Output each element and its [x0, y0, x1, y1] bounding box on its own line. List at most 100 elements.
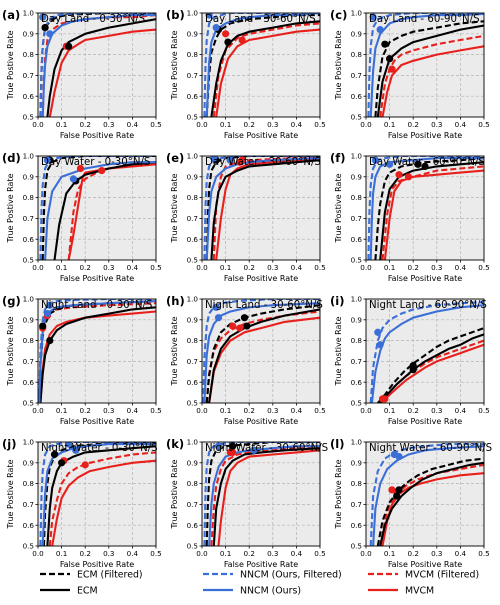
- y-tick-label: 1.0: [187, 152, 199, 161]
- plot-frame: [201, 298, 321, 404]
- x-axis-label: False Positive Rate: [388, 274, 462, 283]
- roc-curve-ecm: [212, 447, 320, 546]
- operating-point-mvcm: [76, 164, 85, 173]
- roc-curve-mvcm: [215, 159, 320, 260]
- roc-panel-l: 0.0 0.1 0.2 0.3 0.4 0.5 0.5 0.6 0.7 0.8 0.9 1.0 Fals…: [330, 437, 492, 569]
- y-tick-label: 0.6: [187, 92, 199, 101]
- y-tick-label: 0.7: [351, 500, 362, 509]
- y-tick-label: 0.9: [351, 172, 363, 181]
- y-tick-label: 0.5: [187, 399, 198, 408]
- y-tick-label: 1.0: [351, 438, 363, 447]
- roc-curve-ecm-filtered: [205, 156, 320, 260]
- roc-panel-b: 0.0 0.1 0.2 0.3 0.4 0.5 0.5 0.6 0.7 0.8 0.9 1.0 Fals…: [166, 8, 326, 140]
- operating-point-nncm-ours-filtered: [39, 13, 47, 21]
- roc-curve-ecm: [210, 20, 320, 117]
- x-tick-label: 0.3: [267, 263, 278, 272]
- y-tick-label: 0.6: [187, 235, 199, 244]
- operating-point-mvcm-filtered: [222, 30, 230, 38]
- y-axis-label: True Postive Rate: [170, 316, 179, 386]
- x-tick-label: 0.4: [455, 120, 467, 129]
- x-tick-label: 0.2: [243, 549, 254, 558]
- x-axis-label: False Positive Rate: [60, 417, 134, 426]
- y-tick-label: 0.8: [23, 336, 35, 345]
- x-tick-label: 0.3: [431, 120, 442, 129]
- operating-point-nncm-ours-filtered: [371, 156, 380, 164]
- operating-point-mvcm-filtered: [378, 395, 387, 403]
- operating-point-ecm: [386, 55, 394, 63]
- panel-tag: (h): [166, 294, 185, 308]
- operating-point-nncm-ours-filtered: [390, 450, 398, 459]
- y-tick-label: 0.6: [351, 521, 363, 530]
- x-axis-label: False Positive Rate: [224, 274, 298, 283]
- series-group: [203, 156, 320, 260]
- operating-point-ecm: [46, 337, 54, 345]
- roc-curve-nncm-ours: [41, 14, 156, 117]
- x-tick-label: 0.1: [220, 120, 231, 129]
- x-tick-label: 0.1: [220, 406, 231, 415]
- x-tick-label: 0.2: [243, 263, 254, 272]
- legend-label-mvcm: MVCM: [405, 585, 434, 596]
- operating-point-ecm: [393, 492, 401, 500]
- y-tick-label: 0.6: [23, 521, 35, 530]
- y-tick-label: 0.9: [187, 172, 199, 181]
- y-tick-label: 0.9: [23, 315, 35, 324]
- x-tick-label: 0.1: [56, 120, 67, 129]
- panel-title: Day Land - 30-60°N/S: [205, 14, 316, 25]
- roc-panel-a: 0.0 0.1 0.2 0.3 0.4 0.5 0.5 0.6 0.7 0.8 0.9 1.0 Fals…: [2, 8, 162, 140]
- y-tick-label: 0.6: [351, 235, 363, 244]
- roc-curve-nncm-ours: [205, 13, 320, 117]
- x-tick-label: 0.3: [103, 549, 114, 558]
- panel-tag: (b): [166, 8, 185, 22]
- operating-point-nncm-ours-filtered: [46, 301, 54, 309]
- x-tick-label: 0.5: [314, 549, 325, 558]
- x-tick-label: 0.3: [431, 549, 442, 558]
- x-tick-label: 0.5: [150, 263, 161, 272]
- y-tick-label: 0.5: [187, 256, 198, 265]
- roc-curve-nncm-ours-filtered: [39, 442, 156, 546]
- operating-point-ecm: [58, 459, 66, 467]
- roc-curve-mvcm: [381, 45, 484, 117]
- operating-point-nncm-ours: [214, 314, 223, 322]
- operating-point-nncm-ours: [212, 23, 220, 32]
- x-tick-label: 0.3: [103, 263, 114, 272]
- x-tick-label: 0.3: [431, 263, 442, 272]
- y-tick-label: 0.8: [23, 479, 35, 488]
- panel-tag: (d): [2, 151, 21, 165]
- roc-curve-nncm-ours-filtered: [367, 13, 484, 117]
- x-tick-label: 0.5: [150, 406, 161, 415]
- x-tick-label: 0.2: [243, 406, 254, 415]
- x-tick-label: 0.2: [79, 549, 90, 558]
- roc-curve-nncm-ours: [205, 157, 320, 260]
- operating-point-mvcm-filtered: [404, 173, 413, 181]
- plot-frame: [37, 155, 157, 261]
- roc-curve-mvcm-filtered: [379, 463, 484, 546]
- x-tick-label: 0.4: [291, 406, 303, 415]
- x-axis-label: False Positive Rate: [224, 417, 298, 426]
- x-tick-label: 0.1: [56, 549, 67, 558]
- y-tick-label: 0.7: [23, 357, 34, 366]
- y-tick-label: 0.9: [351, 29, 363, 38]
- y-tick-label: 0.8: [351, 479, 363, 488]
- roc-curve-nncm-ours: [41, 443, 156, 546]
- y-tick-label: 0.8: [187, 336, 199, 345]
- plot-frame: [37, 441, 157, 547]
- y-tick-label: 0.5: [23, 256, 34, 265]
- series-group: [202, 299, 320, 403]
- x-tick-label: 0.3: [431, 406, 442, 415]
- operating-point-nncm-ours: [226, 156, 234, 164]
- operating-point-nncm-ours: [376, 26, 384, 34]
- x-tick-label: 0.5: [314, 120, 325, 129]
- series-group: [369, 443, 484, 546]
- panel-tag: (l): [330, 437, 344, 451]
- y-tick-label: 0.5: [23, 542, 34, 551]
- roc-curve-mvcm-filtered: [381, 165, 484, 260]
- y-tick-label: 0.5: [23, 113, 34, 122]
- x-axis-label: False Positive Rate: [60, 131, 134, 140]
- roc-curve-ecm-filtered: [41, 156, 156, 260]
- plot-frame: [201, 155, 321, 261]
- panel-tag: (a): [2, 8, 20, 22]
- operating-point-ecm-filtered: [414, 160, 422, 168]
- roc-curve-mvcm: [51, 459, 156, 546]
- roc-panel-g: 0.0 0.1 0.2 0.3 0.4 0.5 0.5 0.6 0.7 0.8 0.9 1.0 Fals…: [2, 294, 162, 426]
- y-tick-label: 0.7: [351, 214, 362, 223]
